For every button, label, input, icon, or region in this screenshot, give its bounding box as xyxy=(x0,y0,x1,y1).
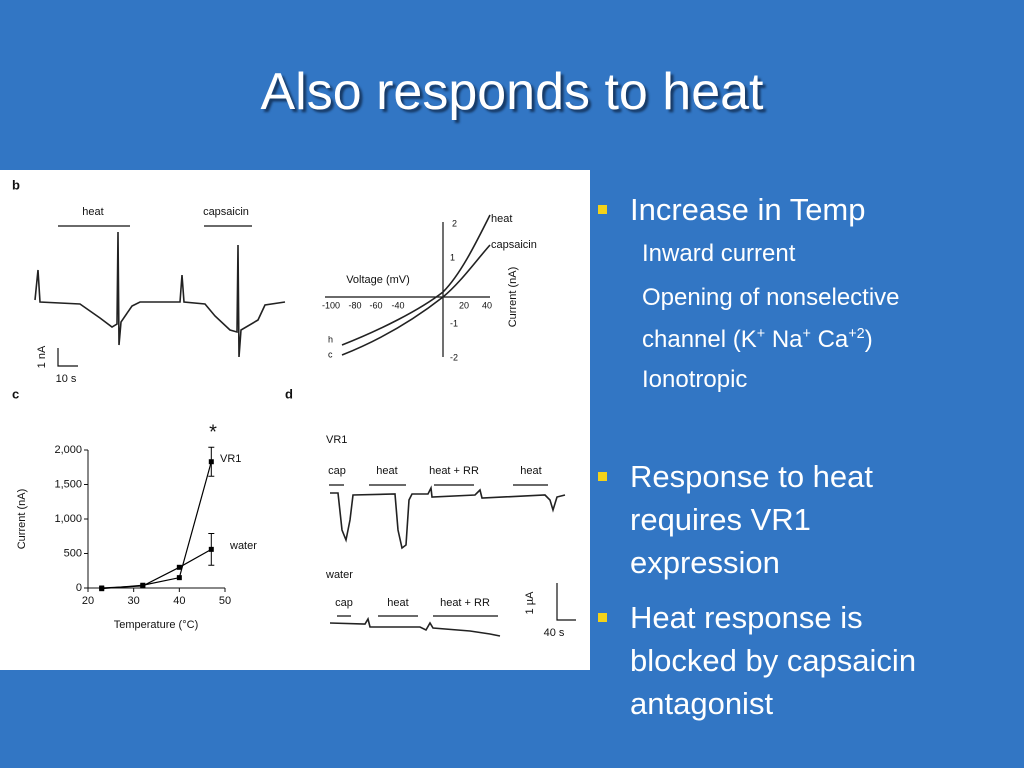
tick-label: 2 xyxy=(452,218,457,228)
stimulus-label: cap xyxy=(335,597,353,609)
sub-bullet-text: channel (K+ Na+ Ca+2) xyxy=(642,316,873,358)
current-trace xyxy=(329,616,501,637)
axis-title: Voltage (mV) xyxy=(346,274,410,286)
series-line xyxy=(101,548,212,589)
tick-label: -1 xyxy=(450,318,458,328)
point xyxy=(140,583,146,589)
axis-title: Current (nA) xyxy=(507,267,519,328)
chart: 2,000 1,500 1,000 500 020 30 40 50 xyxy=(54,444,231,607)
curve-mark: h xyxy=(328,334,333,344)
bullet-text: blocked by capsaicin xyxy=(630,643,917,678)
bullet-marker xyxy=(598,205,607,214)
panel-label: b xyxy=(12,177,20,192)
scale-bar xyxy=(556,583,576,621)
tick-label: 1 xyxy=(450,252,455,262)
row-label: VR1 xyxy=(326,434,347,446)
bullet-text: requires VR1 xyxy=(630,502,811,537)
tick-label: -100 xyxy=(322,300,340,310)
stimulus-label: cap xyxy=(328,465,346,477)
tick-label: 40 xyxy=(482,300,492,310)
stimulus-label: heat + RR xyxy=(440,597,490,609)
x-tick-label: 50 xyxy=(219,595,231,607)
y-tick-label: 1,500 xyxy=(54,478,82,490)
point xyxy=(176,564,182,570)
panel-label: d xyxy=(285,386,293,401)
superscript: + xyxy=(756,326,766,342)
text-run: Ca xyxy=(810,326,849,353)
stimulus-label: capsaicin xyxy=(203,206,249,218)
x-tick-label: 40 xyxy=(173,595,185,607)
sub-bullet-text: Ionotropic xyxy=(642,366,748,393)
point xyxy=(176,575,182,581)
sub-bullet-text: Opening of nonselective xyxy=(642,284,900,311)
tick-label: -40 xyxy=(391,300,404,310)
tick-label: -80 xyxy=(348,300,361,310)
series-label: VR1 xyxy=(220,453,241,465)
scale-label: 1 nA xyxy=(36,345,48,368)
bullet-marker xyxy=(598,613,607,622)
sub-bullet-text: Inward current xyxy=(642,240,796,267)
current-trace xyxy=(34,231,286,358)
bullet-text: Heat response is xyxy=(630,600,863,635)
point xyxy=(99,585,105,591)
axis-title: Temperature (°C) xyxy=(114,619,198,631)
row-label: water xyxy=(325,569,353,581)
text-run: ) xyxy=(864,326,873,353)
scale-label: 10 s xyxy=(56,373,77,385)
text-run: Na xyxy=(765,326,803,353)
curve-label: heat xyxy=(491,213,512,225)
y-tick-label: 2,000 xyxy=(54,444,82,456)
figure-background xyxy=(0,170,590,670)
tick-label: -60 xyxy=(369,300,382,310)
curve-mark: c xyxy=(328,349,333,359)
text-run: channel (K xyxy=(642,326,757,353)
error-bar xyxy=(208,446,215,477)
stimulus-label: heat xyxy=(82,206,103,218)
x-tick-label: 30 xyxy=(128,595,140,607)
stimulus-label: heat xyxy=(387,597,408,609)
superscript: + xyxy=(802,326,811,342)
series-label: water xyxy=(229,540,257,552)
slide-title: Also responds to heat xyxy=(260,63,764,121)
bullet-marker xyxy=(598,472,607,481)
figure: b heat capsaicin 1 nA 10 s Voltage (mV) … xyxy=(0,170,590,670)
error-bar xyxy=(208,532,215,566)
y-tick-label: 500 xyxy=(64,547,82,559)
panel-label: c xyxy=(12,386,19,401)
superscript: +2 xyxy=(848,326,865,342)
stimulus-label: heat xyxy=(376,465,397,477)
scale-label: 40 s xyxy=(544,627,565,639)
tick-label: -2 xyxy=(450,352,458,362)
curve-label: capsaicin xyxy=(491,239,537,251)
current-trace xyxy=(330,485,566,550)
annotation: * xyxy=(209,421,217,443)
y-tick-label: 0 xyxy=(76,582,82,594)
iv-curve xyxy=(341,214,491,346)
x-tick-label: 20 xyxy=(82,595,94,607)
axis-title: Current (nA) xyxy=(16,489,28,550)
bullet-text: expression xyxy=(630,545,780,580)
tick-label: 20 xyxy=(459,300,469,310)
bullet-text: Response to heat xyxy=(630,459,874,494)
y-tick-label: 1,000 xyxy=(54,513,82,525)
scale-label: 1 µA xyxy=(524,591,536,615)
stimulus-label: heat + RR xyxy=(429,465,479,477)
bullet-text: antagonist xyxy=(630,686,774,721)
iv-curve xyxy=(341,244,491,356)
scale-bar xyxy=(57,348,78,367)
stimulus-label: heat xyxy=(520,465,541,477)
bullet-text: Increase in Temp xyxy=(630,192,866,227)
